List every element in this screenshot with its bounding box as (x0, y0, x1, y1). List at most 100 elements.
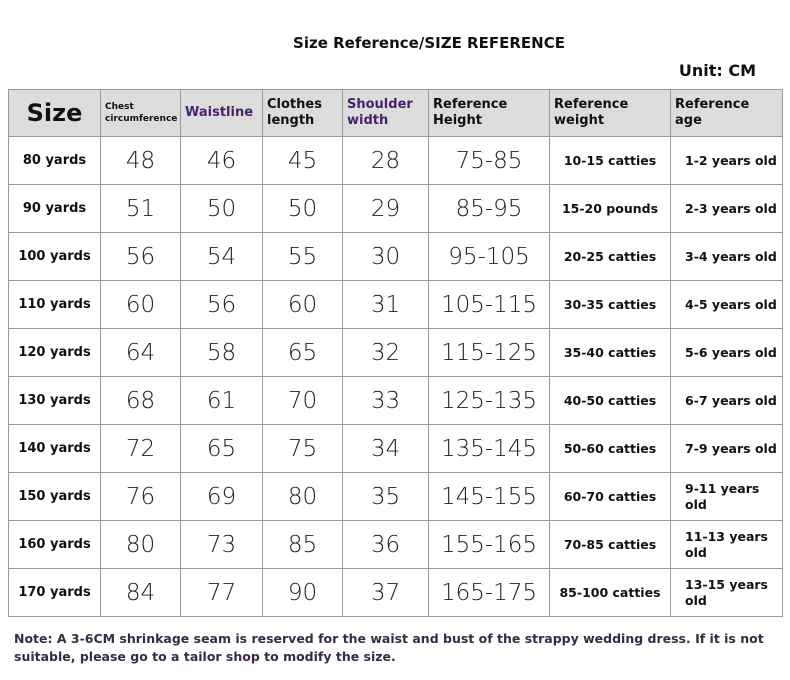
table-cell: 140 yards (8, 424, 101, 473)
unit: Unit: CM (678, 61, 756, 80)
table-row: 100 yards 56 54 55 30 95-105 20-25 catties 3-4 … (8, 232, 783, 281)
table-row: 170 yards 84 77 90 37 165-175 85-100 catties 13… (8, 568, 783, 617)
table-row: 130 yards 68 61 70 33 125-135 40-50 catties 6-7… (8, 376, 783, 425)
table-cell: 20-25 catties (549, 232, 671, 281)
table-cell: 130 yards (8, 376, 101, 425)
table-cell: 29 (342, 184, 429, 233)
table-cell: 60-70 catties (549, 472, 671, 521)
table-cell: 31 (342, 280, 429, 329)
column-header: Reference age (670, 89, 783, 137)
table-cell: 68 (100, 376, 181, 425)
table-cell: 90 yards (8, 184, 101, 233)
table-cell: 10-15 catties (549, 136, 671, 185)
table-cell: 51 (100, 184, 181, 233)
table-cell: 75-85 (428, 136, 550, 185)
column-header: Shoulder width (342, 89, 429, 137)
table-cell: 48 (100, 136, 181, 185)
title: Size Reference/SIZE REFERENCE (293, 34, 565, 52)
table-cell: 65 (180, 424, 263, 473)
column-header: Reference weight (549, 89, 671, 137)
table-body: 80 yards 48 46 45 28 75-85 10-15 catties 1-2 ye… (8, 136, 783, 617)
table-cell: 37 (342, 568, 429, 617)
table-cell: 80 yards (8, 136, 101, 185)
table-cell: 1-2 years old (670, 136, 783, 185)
table-cell: 46 (180, 136, 263, 185)
table-cell: 7-9 years old (670, 424, 783, 473)
table-row: 140 yards 72 65 75 34 135-145 50-60 catties 7-9… (8, 424, 783, 473)
table-cell: 3-4 years old (670, 232, 783, 281)
table-cell: 40-50 catties (549, 376, 671, 425)
column-header: Reference Height (428, 89, 550, 137)
table-cell: 80 (262, 472, 343, 521)
table-row: 120 yards 64 58 65 32 115-125 35-40 catties 5-6… (8, 328, 783, 377)
table-cell: 50-60 catties (549, 424, 671, 473)
table-row: 110 yards 60 56 60 31 105-115 30-35 catties 4-5… (8, 280, 783, 329)
table-cell: 58 (180, 328, 263, 377)
table-cell: 80 (100, 520, 181, 569)
column-header: Size (8, 89, 101, 137)
table-cell: 50 (180, 184, 263, 233)
table-cell: 170 yards (8, 568, 101, 617)
table-cell: 115-125 (428, 328, 550, 377)
column-header: Waistline (180, 89, 263, 137)
table-cell: 84 (100, 568, 181, 617)
column-header: Chest circumference (100, 89, 181, 137)
table-row: 160 yards 80 73 85 36 155-165 70-85 catties 11-… (8, 520, 783, 569)
table-cell: 56 (100, 232, 181, 281)
table-cell: 13-15 years old (670, 568, 783, 617)
table-cell: 55 (262, 232, 343, 281)
table-cell: 35 (342, 472, 429, 521)
column-header: Clothes length (262, 89, 343, 137)
table-cell: 125-135 (428, 376, 550, 425)
table-cell: 33 (342, 376, 429, 425)
table-cell: 69 (180, 472, 263, 521)
table-cell: 60 (262, 280, 343, 329)
table-cell: 60 (100, 280, 181, 329)
table-cell: 76 (100, 472, 181, 521)
table-cell: 105-115 (428, 280, 550, 329)
table-cell: 15-20 pounds (549, 184, 671, 233)
table-cell: 64 (100, 328, 181, 377)
table-cell: 34 (342, 424, 429, 473)
table-cell: 90 (262, 568, 343, 617)
table-cell: 85 (262, 520, 343, 569)
table-cell: 50 (262, 184, 343, 233)
table-cell: 35-40 catties (549, 328, 671, 377)
table-cell: 30-35 catties (549, 280, 671, 329)
table-row: 80 yards 48 46 45 28 75-85 10-15 catties 1-2 ye… (8, 136, 783, 185)
note: Note: A 3-6CM shrinkage seam is reserved… (14, 631, 764, 664)
table-cell: 4-5 years old (670, 280, 783, 329)
table-cell: 72 (100, 424, 181, 473)
table-cell: 2-3 years old (670, 184, 783, 233)
table-cell: 32 (342, 328, 429, 377)
table-cell: 160 yards (8, 520, 101, 569)
table-cell: 6-7 years old (670, 376, 783, 425)
table-cell: 120 yards (8, 328, 101, 377)
table-cell: 28 (342, 136, 429, 185)
table-cell: 30 (342, 232, 429, 281)
table-cell: 56 (180, 280, 263, 329)
table-cell: 75 (262, 424, 343, 473)
table-cell: 135-145 (428, 424, 550, 473)
table-row: 150 yards 76 69 80 35 145-155 60-70 catties 9-1… (8, 472, 783, 521)
table-cell: 70 (262, 376, 343, 425)
table-cell: 165-175 (428, 568, 550, 617)
table-cell: 11-13 years old (670, 520, 783, 569)
table-cell: 150 yards (8, 472, 101, 521)
table-cell: 110 yards (8, 280, 101, 329)
table-cell: 45 (262, 136, 343, 185)
table-cell: 70-85 catties (549, 520, 671, 569)
size-table: Size Chest circumference Waistline Clothes … (8, 89, 783, 617)
table-cell: 155-165 (428, 520, 550, 569)
table-cell: 100 yards (8, 232, 101, 281)
table-cell: 145-155 (428, 472, 550, 521)
table-cell: 61 (180, 376, 263, 425)
table-cell: 85-100 catties (549, 568, 671, 617)
table-cell: 9-11 years old (670, 472, 783, 521)
header-row: Size Chest circumference Waistline Clothes … (8, 89, 783, 137)
table-cell: 65 (262, 328, 343, 377)
table-cell: 5-6 years old (670, 328, 783, 377)
table-cell: 95-105 (428, 232, 550, 281)
table-cell: 36 (342, 520, 429, 569)
